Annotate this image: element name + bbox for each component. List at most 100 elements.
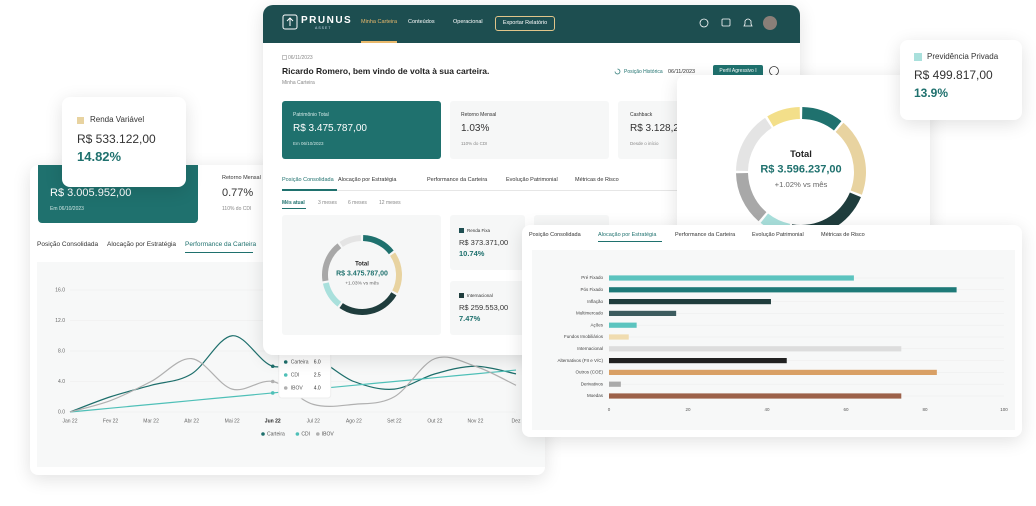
center-value: R$ 3.596.237,00 [760,164,841,176]
allocation-card: Pré Fixado Pós Fixado Inflação Multimercado… [522,225,1022,437]
tooltip-value: 6.0 [314,359,321,365]
period[interactable]: 6 meses [348,199,367,206]
summary-date: Em 06/10/2023 [50,206,84,212]
tab[interactable]: Performance da Carteira [675,232,736,238]
tooltip-marker [283,373,288,377]
kpi-label: Retorno Mensal [461,112,497,118]
kpi-label: Patrimônio Total [293,112,329,118]
message-icon[interactable] [721,18,731,27]
tab[interactable]: Evolução Patrimonial [752,232,804,238]
avatar[interactable] [763,16,777,30]
y-tick-label: Moedas [587,393,604,398]
profile-button[interactable] [713,65,763,78]
tab[interactable]: Performance da Carteira [427,177,488,183]
x-tick-label: Mar 22 [143,418,159,424]
y-tick-label: 12.0 [55,318,65,324]
legend-square [77,117,84,124]
tab[interactable]: Alocação por Estratégia [107,241,177,248]
highlight-point [270,364,275,369]
kpi-note: Em 06/10/2023 [293,141,324,146]
export-button[interactable] [495,16,555,31]
export-button-label[interactable]: Exportar Relatório [502,19,548,26]
donut-segment [802,107,842,131]
bar [609,322,637,328]
tooltip-value: 2.5 [314,372,321,378]
nav-item[interactable]: Operacional [453,19,483,25]
y-tick-label: Inflação [587,299,603,304]
x-tick-label: 20 [685,407,691,412]
y-tick-label: Internacional [577,346,603,351]
tab-active[interactable]: Posição Consolidada [282,177,334,183]
value: R$ 499.817,00 [914,68,993,82]
donut-segment [390,252,402,294]
tab-underline [282,189,337,191]
tooltip-name: Carteira [291,359,309,365]
bar [609,310,677,316]
x-tick-label: Jul 22 [307,418,321,424]
highlight-point [270,379,275,384]
center-label: Total [355,261,369,267]
center-value: R$ 3.475.787,00 [336,270,388,277]
tab[interactable]: Evolução Patrimonial [506,177,558,183]
tooltip-name: CDI [291,372,300,378]
donut-chart: Total R$ 3.596.237,00 +1.02% vs mês [736,107,866,235]
period-active[interactable]: Mês atual [282,199,305,206]
donut-segment [767,107,800,127]
tab[interactable]: Métricas de Risco [821,232,865,238]
asset-label: Internacional [467,292,493,298]
legend-marker [316,432,320,436]
period-underline [282,208,306,209]
calendar-icon [282,55,287,60]
y-tick-label: 16.0 [55,287,65,293]
asset-value: R$ 373.371,00 [459,238,509,247]
history-date[interactable]: 06/11/2023 [668,68,696,75]
brand: PRUNUS [301,15,353,26]
period[interactable]: 12 meses [379,199,401,206]
period[interactable]: 3 meses [318,199,337,206]
tab-active[interactable]: Performance da Carteira [185,241,257,248]
y-tick-label: 0.0 [58,409,65,415]
legend-square [459,228,464,233]
y-tick-label: Pós Fixado [580,287,603,292]
x-tick-label: 40 [764,407,770,412]
x-tick-label: Jan 22 [62,418,77,424]
legend-label: IBOV [322,431,335,437]
tooltip-name: IBOV [291,385,304,391]
highlight-point [270,391,275,395]
x-tick-label: 100 [1000,407,1008,412]
label: Renda Variável [90,115,145,124]
tab[interactable]: Alocação por Estratégia [338,177,397,183]
kpi-label: Cashback [630,112,653,118]
x-tick-label: Dez [512,418,521,424]
nav-item[interactable]: Conteúdos [408,19,435,25]
return-value: 0.77% [222,187,254,199]
y-tick-label: Pré Fixado [581,275,603,280]
donut-segment [736,173,767,222]
header-icons [699,16,777,30]
history-label[interactable]: Posição Histórica [624,68,663,75]
profile-button-label[interactable]: Perfil Agressivo I [719,68,757,74]
x-tick-label: Jun 22 [265,418,281,424]
y-tick-label: Alternativos (FII e V/C) [557,358,603,363]
legend-label: Carteira [267,431,285,437]
donut-segment [322,282,342,307]
y-tick-label: Multimercado [576,311,604,316]
tab-active[interactable]: Alocação por Estratégia [598,232,657,238]
x-tick-label: Set 22 [387,418,402,424]
kpi-card [450,101,609,159]
y-tick-label: Derivativos [581,381,604,386]
nav-item-active[interactable]: Minha Carteira [361,19,398,25]
donut-segment [363,235,394,255]
kpi-note: Desde o início [630,141,659,146]
bar [609,287,957,293]
tab[interactable]: Posição Consolidada [37,241,99,248]
tab[interactable]: Métricas de Risco [575,177,619,183]
legend-square [459,293,464,298]
donut-segment [736,117,772,171]
info-icon[interactable] [699,18,709,28]
y-tick-label: 4.0 [58,379,65,385]
bell-icon[interactable] [743,18,753,27]
tab[interactable]: Posição Consolidada [529,232,581,238]
line-chart: 0.0 4.0 8.0 12.0 16.0 Jan 22 Fev 22 Mar 22 Abr 2… [55,287,521,437]
